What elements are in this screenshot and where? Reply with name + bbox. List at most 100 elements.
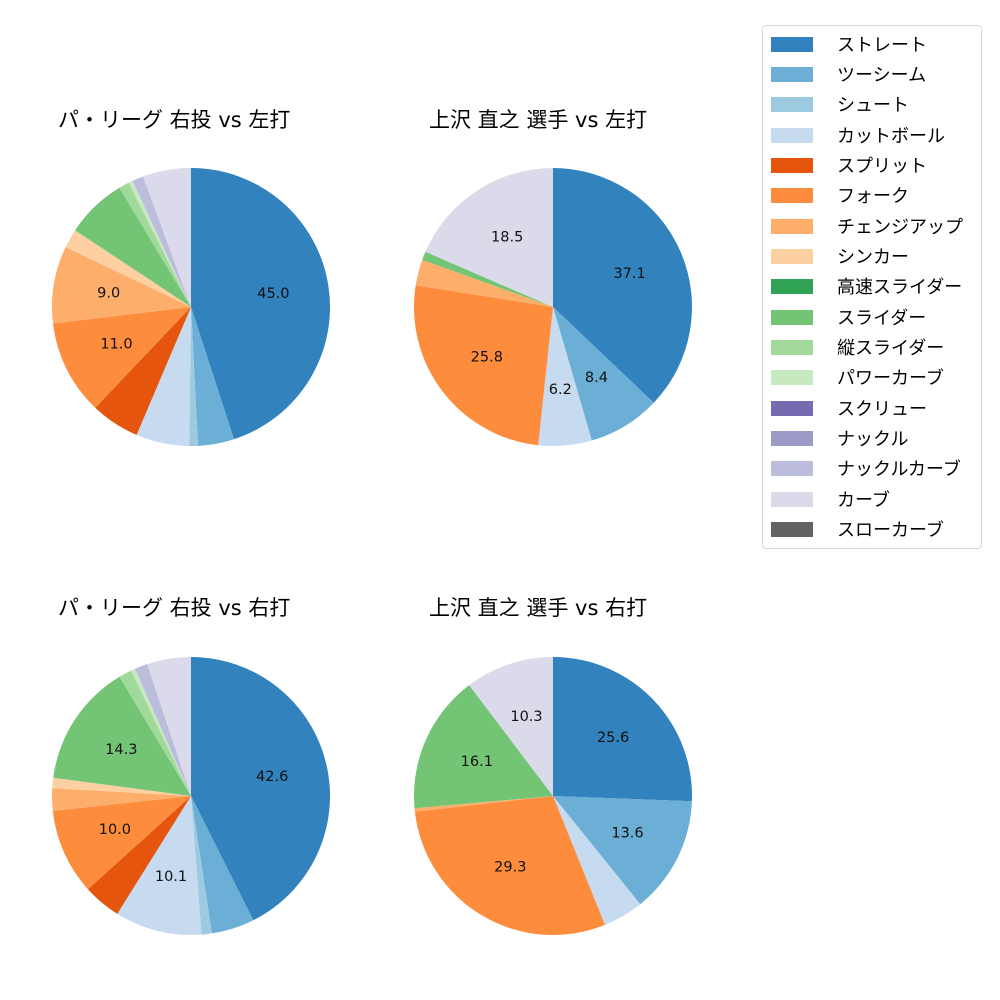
- legend-swatch: [771, 187, 813, 203]
- pie-slice: [189, 307, 198, 446]
- pie-slice: [414, 685, 553, 809]
- legend-label: スローカーブ: [837, 520, 944, 541]
- legend: ストレート ツーシーム シュート カットボール スプリット フォーク チェンジア…: [762, 25, 982, 549]
- slice-value-label: 18.5: [491, 229, 523, 245]
- legend-label: フォーク: [837, 186, 909, 207]
- pie-slice: [413, 285, 553, 446]
- legend-item: スライダー: [771, 302, 926, 332]
- slice-value-label: 29.3: [494, 860, 526, 876]
- slice-value-label: 8.4: [585, 370, 608, 386]
- legend-swatch: [771, 339, 813, 355]
- pie-slice: [553, 168, 693, 403]
- pie-slice: [414, 796, 553, 812]
- legend-swatch: [771, 491, 813, 507]
- pie-slice: [422, 251, 553, 307]
- slice-value-label: 9.0: [97, 285, 120, 301]
- legend-swatch: [771, 521, 813, 537]
- slice-value-label: 6.2: [549, 382, 572, 398]
- pie-slice: [135, 664, 191, 796]
- slice-value-label: 14.3: [105, 742, 137, 758]
- legend-swatch: [771, 460, 813, 476]
- pie-slice: [191, 796, 254, 934]
- pie-slice: [52, 777, 191, 796]
- legend-label: カーブ: [837, 490, 890, 511]
- slice-value-label: 10.1: [155, 869, 187, 885]
- pie-slice: [191, 796, 212, 935]
- pie-slice: [538, 307, 592, 447]
- pie-slice: [414, 796, 605, 935]
- pie-slice: [143, 168, 191, 307]
- legend-swatch: [771, 36, 813, 52]
- pie-slice: [65, 230, 191, 307]
- legend-item: カーブ: [771, 484, 890, 514]
- legend-swatch: [771, 218, 813, 234]
- legend-swatch: [771, 248, 813, 264]
- pie-slice: [147, 657, 191, 796]
- legend-label: チェンジアップ: [837, 217, 963, 238]
- slice-value-label: 16.1: [461, 754, 493, 770]
- pie-slice: [425, 168, 553, 307]
- slice-value-label: 11.0: [100, 336, 132, 352]
- pie-slice: [469, 657, 553, 796]
- legend-item: パワーカーブ: [771, 362, 944, 392]
- legend-item: ナックルカーブ: [771, 453, 961, 483]
- chart-title: 上沢 直之 選手 vs 左打: [429, 108, 648, 132]
- legend-item: シュート: [771, 89, 909, 119]
- slice-value-label: 10.3: [510, 709, 542, 725]
- pie-slice: [117, 796, 202, 936]
- pie-slice: [132, 176, 191, 307]
- slice-value-label: 10.0: [99, 822, 131, 838]
- legend-label: パワーカーブ: [837, 368, 944, 389]
- legend-item: ストレート: [771, 29, 927, 59]
- legend-item: カットボール: [771, 120, 945, 150]
- legend-label: 縦スライダー: [837, 338, 945, 359]
- legend-swatch: [771, 96, 813, 112]
- legend-item: スプリット: [771, 150, 927, 180]
- pie-slice: [128, 180, 191, 307]
- pie-slice: [52, 247, 192, 324]
- slice-value-label: 42.6: [256, 769, 288, 785]
- legend-swatch: [771, 400, 813, 416]
- legend-swatch: [771, 430, 813, 446]
- legend-swatch: [771, 157, 813, 173]
- legend-label: ナックル: [837, 429, 909, 450]
- pie-slice: [87, 796, 191, 914]
- chart-title: 上沢 直之 選手 vs 右打: [429, 596, 648, 620]
- legend-item: スクリュー: [771, 393, 927, 423]
- pie-slice: [119, 670, 191, 796]
- pie-slice: [136, 307, 191, 446]
- pie-slice: [53, 676, 192, 796]
- slice-value-label: 25.8: [471, 350, 503, 366]
- pie-slice: [553, 657, 692, 802]
- pie-slice: [191, 307, 234, 446]
- legend-swatch: [771, 369, 813, 385]
- legend-swatch: [771, 278, 813, 294]
- legend-label: スライダー: [837, 308, 927, 329]
- pie-slice: [553, 796, 692, 905]
- pie-slice: [415, 259, 553, 307]
- legend-label: スクリュー: [837, 399, 927, 420]
- legend-item: ツーシーム: [771, 59, 926, 89]
- legend-item: シンカー: [771, 241, 909, 271]
- pie-slice: [191, 657, 330, 921]
- chart-title: パ・リーグ 右投 vs 左打: [58, 108, 291, 132]
- pie-slice: [52, 796, 191, 890]
- legend-label: ツーシーム: [837, 65, 927, 86]
- legend-swatch: [771, 127, 813, 143]
- legend-item: ナックル: [771, 423, 908, 453]
- legend-label: 高速スライダー: [837, 277, 963, 298]
- legend-label: シュート: [837, 95, 909, 116]
- pie-slice: [553, 307, 654, 441]
- pie-slice: [51, 788, 191, 811]
- legend-item: スローカーブ: [771, 514, 944, 544]
- legend-label: スプリット: [837, 156, 927, 177]
- legend-item: チェンジアップ: [771, 211, 963, 241]
- legend-item: 縦スライダー: [771, 332, 944, 362]
- pie-slice: [119, 182, 191, 307]
- slice-value-label: 37.1: [613, 266, 645, 282]
- legend-label: ストレート: [837, 35, 927, 56]
